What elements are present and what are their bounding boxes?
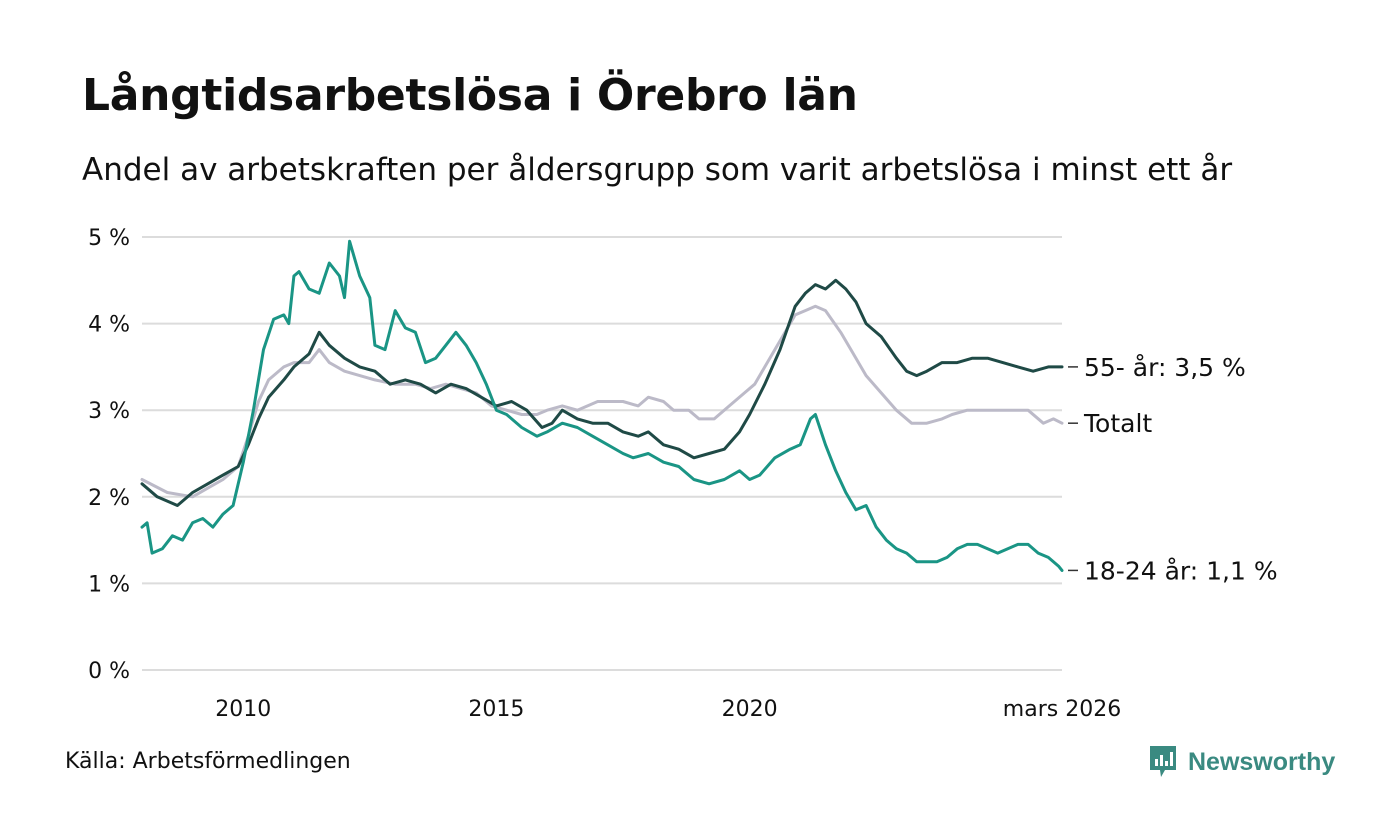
y-tick-label: 3 %	[88, 399, 130, 424]
brand-logo: Newsworthy	[1148, 744, 1335, 780]
newsworthy-logo-icon	[1150, 746, 1176, 777]
series-line	[140, 278, 1064, 507]
series-end-label: 18-24 år: 1,1 %	[1084, 556, 1278, 585]
source-note: Källa: Arbetsförmedlingen	[65, 749, 351, 774]
chart-title: Långtidsarbetslösa i Örebro län	[82, 70, 858, 121]
series-line	[140, 304, 1064, 499]
x-tick-label: 2015	[468, 697, 524, 722]
y-tick-label: 2 %	[88, 486, 130, 511]
series-end-label: 55- år: 3,5 %	[1084, 353, 1246, 382]
chart-subtitle: Andel av arbetskraften per åldersgrupp s…	[82, 152, 1233, 188]
y-tick-label: 5 %	[88, 226, 130, 251]
series-end-label: Totalt	[1083, 409, 1152, 438]
series-line	[140, 239, 1064, 572]
y-tick-label: 4 %	[88, 313, 130, 338]
x-tick-label: mars 2026	[1003, 697, 1121, 722]
brand-name: Newsworthy	[1188, 747, 1336, 776]
x-tick-label: 2010	[215, 697, 271, 722]
x-tick-label: 2020	[722, 697, 778, 722]
y-tick-label: 0 %	[88, 659, 130, 684]
y-tick-label: 1 %	[88, 572, 130, 597]
